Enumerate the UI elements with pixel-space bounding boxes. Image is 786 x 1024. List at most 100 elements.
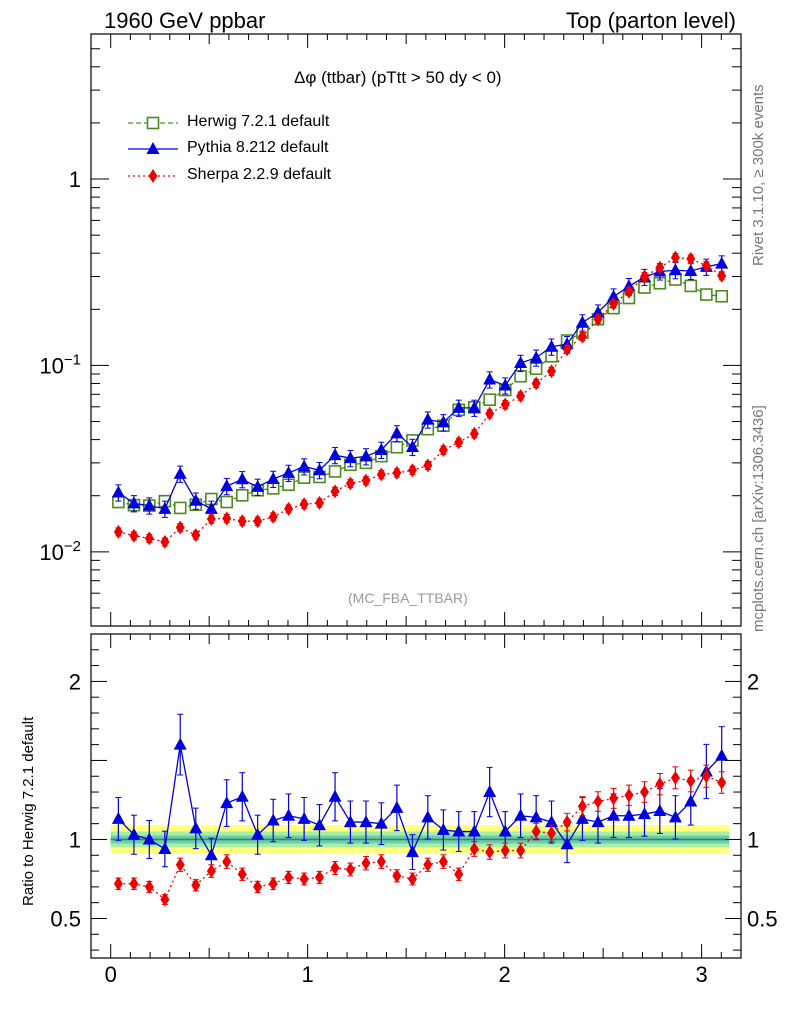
main-pythia-point	[173, 466, 187, 479]
ratio-pythia-point	[235, 789, 249, 802]
ratio-pythia-point	[715, 748, 729, 761]
main-herwig-point	[514, 369, 527, 383]
main-herwig-point	[328, 465, 342, 478]
legend-label-pythia: Pythia 8.212 default	[187, 139, 329, 156]
main-sherpa-point	[253, 514, 263, 529]
main-pythia-point	[607, 289, 621, 302]
main-pythia-point	[343, 451, 357, 464]
main-plot-frame	[90, 33, 742, 627]
main-sherpa-point	[500, 397, 510, 412]
ratio-sherpa-point	[593, 794, 603, 809]
main-sherpa-point	[454, 435, 464, 450]
main-sherpa-point	[686, 251, 696, 266]
ratio-pythia-point	[297, 811, 311, 824]
main-herwig-point	[483, 393, 496, 406]
energy-label: 1960 GeV ppbar	[104, 8, 266, 33]
ratio-sherpa-point	[547, 826, 557, 841]
ratio-pythia-point	[436, 822, 450, 835]
main-sherpa-point	[330, 484, 340, 499]
main-pythia-point	[328, 448, 342, 461]
main-pythia-point	[266, 471, 280, 484]
main-herwig-point	[235, 489, 249, 502]
ratio-sherpa-point	[330, 860, 340, 875]
main-sherpa-point	[129, 528, 139, 543]
main-pythia-point	[483, 372, 497, 385]
ratio-pythia-point	[483, 785, 497, 798]
main-sherpa-point	[624, 284, 634, 299]
main-pythia-point	[498, 378, 512, 391]
main-sherpa-point	[407, 463, 417, 478]
main-pythia-point	[591, 305, 605, 318]
main-sherpa-point	[609, 296, 619, 311]
ratio-sherpa-point	[531, 824, 541, 839]
main-sherpa-point	[639, 269, 649, 284]
main-sherpa-point	[222, 511, 232, 526]
plot-title: Δφ (ttbar) (pTtt > 50 dy < 0)	[294, 68, 502, 87]
ratio-sherpa-point	[670, 770, 680, 785]
main-sherpa-point	[314, 495, 324, 510]
ratio-y-tick-label-left: 0.5	[50, 906, 81, 931]
ratio-sherpa-point	[500, 843, 510, 858]
main-sherpa-point	[206, 512, 216, 527]
ratio-sherpa-point	[392, 868, 402, 883]
ratio-pythia-point	[560, 837, 574, 850]
ratio-sherpa-point	[624, 788, 634, 803]
ratio-sherpa-point	[655, 777, 665, 792]
main-sherpa-point	[547, 364, 557, 379]
main-pythia-point	[684, 264, 698, 277]
ratio-pythia-point	[467, 824, 481, 837]
main-herwig-point	[220, 495, 234, 509]
main-pythia-point	[715, 256, 729, 269]
ratio-pythia-point	[266, 813, 280, 826]
ratio-pythia-point	[127, 827, 141, 840]
main-herwig-point	[173, 501, 187, 515]
ratio-pythia-point	[684, 794, 698, 807]
ratio-sherpa-point	[268, 876, 278, 891]
main-sherpa-point	[160, 534, 170, 549]
main-pythia-point	[359, 449, 373, 462]
ratio-pythia-point	[111, 811, 125, 824]
main-pythia-point	[575, 315, 589, 328]
main-sherpa-point	[392, 465, 402, 480]
ratio-sherpa-line	[118, 775, 722, 901]
main-sherpa-point	[144, 531, 154, 546]
main-sherpa-point	[670, 250, 680, 265]
ratio-sherpa-point	[423, 857, 433, 872]
ratio-pythia-point	[390, 800, 404, 813]
ratio-pythia-point	[220, 796, 234, 809]
ratio-plot-frame	[90, 633, 742, 959]
main-pythia-point	[421, 412, 435, 425]
main-herwig-point	[715, 289, 728, 303]
ratio-pythia-point	[282, 808, 296, 821]
legend-label-sherpa: Sherpa 2.2.9 default	[187, 166, 332, 183]
ratio-sherpa-point	[469, 841, 479, 856]
main-sherpa-point	[562, 342, 572, 357]
main-herwig-point	[390, 440, 404, 454]
ratio-pythia-point	[142, 832, 156, 845]
ratio-sherpa-point	[407, 871, 417, 886]
ratio-y-tick-label-left: 2	[69, 669, 81, 694]
ratio-sherpa-point	[191, 878, 201, 893]
process-label: Top (parton level)	[566, 8, 736, 33]
ratio-pythia-point	[312, 818, 326, 831]
ratio-sherpa-point	[454, 867, 464, 882]
ratio-sherpa-point	[701, 769, 711, 784]
main-sherpa-point	[237, 514, 247, 529]
main-pythia-point	[467, 400, 481, 413]
mcplots-reference-label: mcplots.cern.ch [arXiv:1306.3436]	[750, 405, 767, 632]
ratio-pythia-point	[343, 815, 357, 828]
main-pythia-point	[282, 465, 296, 478]
legend-label-herwig: Herwig 7.2.1 default	[187, 113, 330, 130]
main-sherpa-point	[438, 443, 448, 458]
ratio-pythia-point	[575, 811, 589, 824]
ratio-sherpa-point	[609, 791, 619, 806]
ratio-y-tick-label-right: 0.5	[747, 906, 778, 931]
legend-marker-sherpa	[148, 169, 158, 183]
ratio-sherpa-point	[562, 815, 572, 830]
legend-marker-pythia	[146, 142, 160, 154]
ratio-pythia-point	[622, 808, 636, 821]
ratio-pythia-point	[591, 815, 605, 828]
ratio-sherpa-point	[175, 857, 185, 872]
ratio-pythia-point	[405, 845, 419, 858]
ratio-sherpa-point	[113, 876, 123, 891]
